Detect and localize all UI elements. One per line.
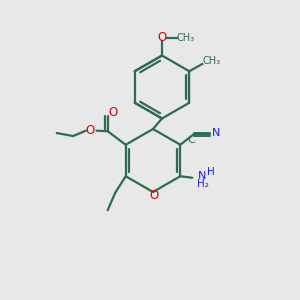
Text: O: O [86, 124, 95, 137]
Text: O: O [158, 31, 166, 44]
Text: H: H [207, 167, 215, 177]
Text: N: N [198, 171, 207, 181]
Text: CH₃: CH₃ [202, 56, 220, 66]
Text: CH₃: CH₃ [176, 33, 194, 43]
Text: C: C [188, 135, 196, 145]
Text: O: O [149, 189, 158, 202]
Text: H₂: H₂ [196, 179, 208, 189]
Text: N: N [212, 128, 220, 138]
Text: O: O [109, 106, 118, 119]
